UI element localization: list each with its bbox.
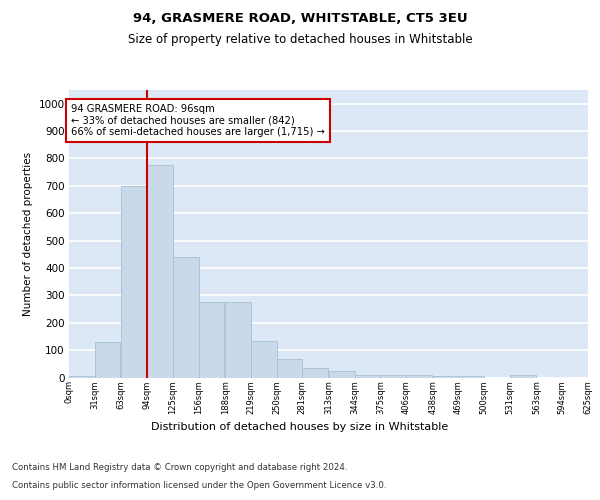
Bar <box>510 376 536 378</box>
Text: Size of property relative to detached houses in Whitstable: Size of property relative to detached ho… <box>128 32 472 46</box>
Text: Distribution of detached houses by size in Whitstable: Distribution of detached houses by size … <box>151 422 449 432</box>
Bar <box>251 340 277 378</box>
Bar <box>458 376 484 378</box>
Bar <box>147 166 173 378</box>
Bar <box>302 368 328 378</box>
Bar <box>406 375 432 378</box>
Bar <box>277 359 302 378</box>
Bar <box>329 372 355 378</box>
Bar <box>173 257 199 378</box>
Text: Contains public sector information licensed under the Open Government Licence v3: Contains public sector information licen… <box>12 481 386 490</box>
Text: Contains HM Land Registry data © Crown copyright and database right 2024.: Contains HM Land Registry data © Crown c… <box>12 462 347 471</box>
Y-axis label: Number of detached properties: Number of detached properties <box>23 152 33 316</box>
Bar <box>355 375 380 378</box>
Bar <box>199 302 224 378</box>
Bar <box>380 375 406 378</box>
Bar <box>433 376 458 378</box>
Bar <box>69 376 95 378</box>
Text: 94, GRASMERE ROAD, WHITSTABLE, CT5 3EU: 94, GRASMERE ROAD, WHITSTABLE, CT5 3EU <box>133 12 467 26</box>
Bar <box>95 342 121 378</box>
Bar <box>225 302 251 378</box>
Bar <box>121 186 147 378</box>
Text: 94 GRASMERE ROAD: 96sqm
← 33% of detached houses are smaller (842)
66% of semi-d: 94 GRASMERE ROAD: 96sqm ← 33% of detache… <box>71 104 325 137</box>
